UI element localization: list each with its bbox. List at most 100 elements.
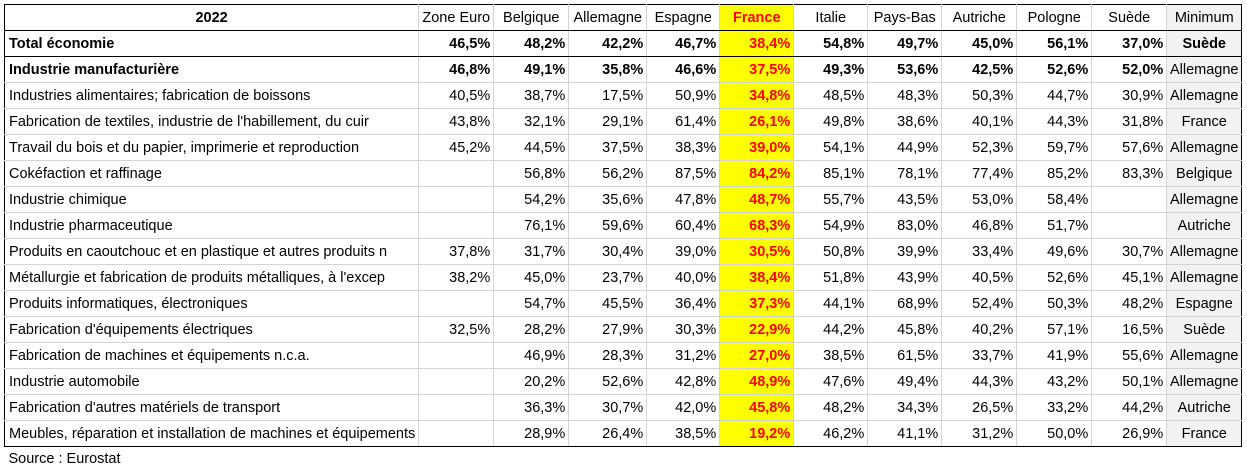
value-cell-belgique[interactable]: 49,1% <box>493 56 570 83</box>
value-cell-pays-bas[interactable]: 53,6% <box>867 56 943 83</box>
value-cell-belgique[interactable]: 54,7% <box>493 290 570 317</box>
column-header-allemagne[interactable]: Allemagne <box>568 4 648 31</box>
row-label[interactable]: Meubles, réparation et installation de m… <box>3 420 420 447</box>
value-cell-italie[interactable]: 55,7% <box>793 186 869 213</box>
value-cell-zone-euro[interactable]: 32,5% <box>418 316 495 343</box>
value-cell-italie[interactable]: 85,1% <box>793 160 869 187</box>
value-cell-espagne[interactable]: 42,8% <box>646 368 721 395</box>
value-cell-zone-euro[interactable]: 46,5% <box>418 30 495 57</box>
minimum-cell[interactable]: Espagne <box>1166 290 1243 317</box>
minimum-cell[interactable]: France <box>1166 108 1243 135</box>
column-header-france[interactable]: France <box>719 4 795 31</box>
value-cell-zone-euro[interactable]: 38,2% <box>418 264 495 291</box>
value-cell-pays-bas[interactable]: 48,3% <box>867 82 943 109</box>
value-cell-zone-euro[interactable]: 37,8% <box>418 238 495 265</box>
value-cell-belgique[interactable]: 32,1% <box>493 108 570 135</box>
value-cell-pays-bas[interactable]: 43,5% <box>867 186 943 213</box>
value-cell-belgique[interactable]: 38,7% <box>493 82 570 109</box>
row-label[interactable]: Fabrication d'équipements électriques <box>3 316 420 343</box>
value-cell-allemagne[interactable]: 35,6% <box>568 186 648 213</box>
value-cell-autriche[interactable]: 52,4% <box>941 290 1018 317</box>
value-cell-france[interactable]: 68,3% <box>719 212 795 239</box>
value-cell-su-de[interactable]: 57,6% <box>1091 134 1168 161</box>
value-cell-allemagne[interactable]: 26,4% <box>568 420 648 447</box>
value-cell-pologne[interactable]: 85,2% <box>1016 160 1093 187</box>
value-cell-espagne[interactable]: 46,7% <box>646 30 721 57</box>
row-label[interactable]: Industrie automobile <box>3 368 420 395</box>
value-cell-belgique[interactable]: 28,2% <box>493 316 570 343</box>
value-cell-espagne[interactable]: 60,4% <box>646 212 721 239</box>
minimum-cell[interactable]: Suède <box>1166 316 1243 343</box>
value-cell-zone-euro[interactable] <box>418 394 495 421</box>
value-cell-pays-bas[interactable]: 49,4% <box>867 368 943 395</box>
value-cell-italie[interactable]: 49,3% <box>793 56 869 83</box>
value-cell-zone-euro[interactable] <box>418 212 495 239</box>
value-cell-zone-euro[interactable] <box>418 342 495 369</box>
value-cell-su-de[interactable] <box>1091 212 1168 239</box>
value-cell-zone-euro[interactable] <box>418 186 495 213</box>
value-cell-belgique[interactable]: 45,0% <box>493 264 570 291</box>
value-cell-autriche[interactable]: 46,8% <box>941 212 1018 239</box>
value-cell-italie[interactable]: 47,6% <box>793 368 869 395</box>
value-cell-espagne[interactable]: 42,0% <box>646 394 721 421</box>
value-cell-italie[interactable]: 50,8% <box>793 238 869 265</box>
row-label[interactable]: Fabrication de textiles, industrie de l'… <box>3 108 420 135</box>
minimum-cell[interactable]: Allemagne <box>1166 82 1243 109</box>
column-header-italie[interactable]: Italie <box>793 4 869 31</box>
value-cell-belgique[interactable]: 48,2% <box>493 30 570 57</box>
row-label[interactable]: Cokéfaction et raffinage <box>3 160 420 187</box>
value-cell-espagne[interactable]: 38,3% <box>646 134 721 161</box>
value-cell-pologne[interactable]: 57,1% <box>1016 316 1093 343</box>
row-label[interactable]: Industrie manufacturière <box>3 56 420 83</box>
value-cell-allemagne[interactable]: 30,7% <box>568 394 648 421</box>
value-cell-pologne[interactable]: 52,6% <box>1016 264 1093 291</box>
value-cell-autriche[interactable]: 52,3% <box>941 134 1018 161</box>
value-cell-zone-euro[interactable] <box>418 368 495 395</box>
value-cell-autriche[interactable]: 44,3% <box>941 368 1018 395</box>
value-cell-belgique[interactable]: 31,7% <box>493 238 570 265</box>
value-cell-pays-bas[interactable]: 45,8% <box>867 316 943 343</box>
value-cell-pays-bas[interactable]: 83,0% <box>867 212 943 239</box>
value-cell-france[interactable]: 48,7% <box>719 186 795 213</box>
value-cell-italie[interactable]: 48,2% <box>793 394 869 421</box>
column-header-pays-bas[interactable]: Pays-Bas <box>867 4 943 31</box>
value-cell-france[interactable]: 48,9% <box>719 368 795 395</box>
value-cell-allemagne[interactable]: 28,3% <box>568 342 648 369</box>
value-cell-su-de[interactable]: 48,2% <box>1091 290 1168 317</box>
minimum-cell[interactable]: Suède <box>1166 30 1243 57</box>
value-cell-espagne[interactable]: 39,0% <box>646 238 721 265</box>
value-cell-italie[interactable]: 38,5% <box>793 342 869 369</box>
value-cell-italie[interactable]: 48,5% <box>793 82 869 109</box>
value-cell-autriche[interactable]: 42,5% <box>941 56 1018 83</box>
value-cell-pologne[interactable]: 41,9% <box>1016 342 1093 369</box>
value-cell-france[interactable]: 30,5% <box>719 238 795 265</box>
value-cell-espagne[interactable]: 40,0% <box>646 264 721 291</box>
value-cell-italie[interactable]: 51,8% <box>793 264 869 291</box>
value-cell-france[interactable]: 38,4% <box>719 264 795 291</box>
value-cell-espagne[interactable]: 87,5% <box>646 160 721 187</box>
minimum-cell[interactable]: Allemagne <box>1166 238 1243 265</box>
value-cell-su-de[interactable]: 31,8% <box>1091 108 1168 135</box>
value-cell-pologne[interactable]: 44,7% <box>1016 82 1093 109</box>
value-cell-su-de[interactable]: 44,2% <box>1091 394 1168 421</box>
value-cell-france[interactable]: 37,5% <box>719 56 795 83</box>
value-cell-pologne[interactable]: 58,4% <box>1016 186 1093 213</box>
column-header-autriche[interactable]: Autriche <box>941 4 1018 31</box>
value-cell-pologne[interactable]: 49,6% <box>1016 238 1093 265</box>
value-cell-autriche[interactable]: 77,4% <box>941 160 1018 187</box>
value-cell-belgique[interactable]: 20,2% <box>493 368 570 395</box>
value-cell-su-de[interactable]: 30,7% <box>1091 238 1168 265</box>
value-cell-zone-euro[interactable]: 43,8% <box>418 108 495 135</box>
value-cell-italie[interactable]: 44,1% <box>793 290 869 317</box>
value-cell-autriche[interactable]: 33,4% <box>941 238 1018 265</box>
year-header[interactable]: 2022 <box>3 4 420 31</box>
value-cell-allemagne[interactable]: 56,2% <box>568 160 648 187</box>
value-cell-france[interactable]: 84,2% <box>719 160 795 187</box>
value-cell-allemagne[interactable]: 59,6% <box>568 212 648 239</box>
value-cell-zone-euro[interactable] <box>418 160 495 187</box>
value-cell-pays-bas[interactable]: 78,1% <box>867 160 943 187</box>
value-cell-france[interactable]: 22,9% <box>719 316 795 343</box>
row-label[interactable]: Industrie pharmaceutique <box>3 212 420 239</box>
value-cell-su-de[interactable]: 30,9% <box>1091 82 1168 109</box>
value-cell-belgique[interactable]: 76,1% <box>493 212 570 239</box>
